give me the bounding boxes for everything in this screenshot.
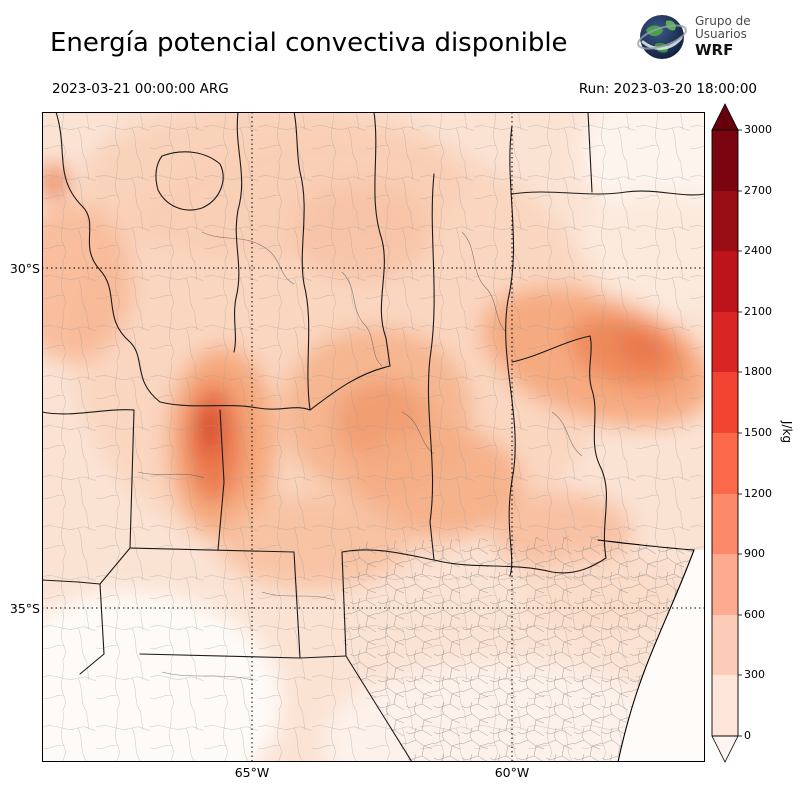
province-boundaries [42, 112, 705, 762]
dense-department-boundaries-buenos-aires [340, 536, 694, 762]
colorbar-tick: 1800 [744, 365, 772, 378]
colorbar-segment [712, 675, 738, 736]
colorbar-tick: 2400 [744, 244, 772, 257]
colorbar-segment [712, 372, 738, 433]
lon-label-60w: 60°W [494, 765, 530, 780]
logo-text: Grupo de Usuarios WRF [695, 13, 751, 60]
colorbar-tick: 600 [744, 608, 765, 621]
cape-map [42, 112, 705, 762]
map-border [42, 112, 705, 762]
colorbar-arrow-bottom [711, 735, 739, 763]
colorbar-tick: 1500 [744, 426, 772, 439]
colorbar-segment [712, 494, 738, 554]
colorbar [711, 103, 742, 763]
colorbar-segment [712, 130, 738, 191]
colorbar-arrow-top [711, 103, 739, 131]
lat-label-30s: 30°S [9, 261, 40, 276]
department-lines [137, 231, 583, 681]
colorbar-tick: 2700 [744, 184, 772, 197]
run-time-label: Run: 2023-03-20 18:00:00 [578, 81, 757, 97]
colorbar-tick-labels: 3000 2700 2400 2100 1800 1500 1200 900 6… [744, 98, 786, 778]
graticule [42, 112, 705, 762]
valid-time-label: 2023-03-21 00:00:00 ARG [52, 81, 229, 97]
wrf-logo: Grupo de Usuarios WRF [636, 11, 751, 63]
lat-label-35s: 35°S [9, 601, 40, 616]
colorbar-tick: 3000 [744, 123, 772, 136]
page-title: Energía potencial convectiva disponible [50, 28, 568, 58]
colorbar-tick-marks [738, 129, 742, 737]
colorbar-segment [712, 554, 738, 615]
colorbar-tick: 900 [744, 547, 765, 560]
logo-text-line2: Usuarios [695, 27, 747, 42]
logo-text-line1: Grupo de [695, 13, 751, 28]
coastline [597, 539, 695, 762]
colorbar-tick: 2100 [744, 305, 772, 318]
globe-icon [637, 15, 687, 59]
lon-label-65w: 65°W [234, 765, 270, 780]
logo-text-wrf: WRF [695, 41, 734, 60]
colorbar-segment [712, 251, 738, 312]
colorbar-tick: 300 [744, 668, 765, 681]
colorbar-segment [712, 312, 738, 372]
colorbar-unit-label: J/kg [780, 420, 794, 444]
colorbar-segment [712, 433, 738, 494]
colorbar-tick: 0 [744, 729, 751, 742]
atlantic-ocean [618, 550, 705, 762]
colorbar-tick: 1200 [744, 487, 772, 500]
colorbar-segment [712, 615, 738, 675]
colorbar-segment [712, 191, 738, 251]
